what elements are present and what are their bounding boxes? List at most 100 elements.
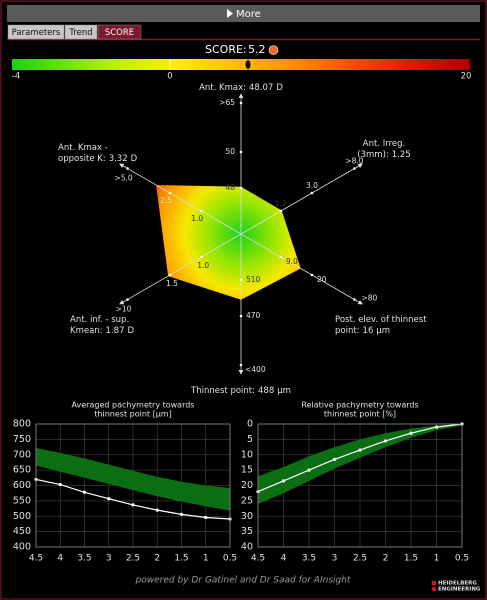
point (383, 439, 388, 443)
tab-bar: Parameters Trend SCORE (7, 24, 142, 40)
tab[interactable] (97, 24, 142, 40)
radar-axis-label: Post. elev. of thinnest (335, 315, 427, 325)
chart-title: Relative pachymetry towards (301, 401, 418, 410)
x-tick-label: 2 (383, 554, 389, 564)
x-tick-label: 1 (203, 554, 209, 564)
scale-tick-label: -4 (12, 72, 20, 82)
point (107, 497, 111, 501)
y-tick-label: 35 (241, 526, 253, 537)
point (358, 448, 362, 452)
radar-axis-title: Post. elev. of thinnest (335, 315, 427, 325)
logo-mark (432, 587, 436, 591)
point (131, 503, 135, 507)
tab-label[interactable]: Trend (68, 28, 92, 38)
x-tick-label: 2.5 (353, 554, 367, 564)
radar-tick-label: 48 (225, 183, 235, 192)
radar-tick (239, 363, 243, 367)
y-tick-label: 800 (13, 419, 31, 430)
menu-arrow (227, 9, 233, 18)
y-tick-label: 500 (13, 511, 31, 522)
radar-tick-label: 20 (317, 275, 327, 284)
radar-tick-label: 50 (225, 147, 235, 156)
radar-axis (240, 233, 363, 305)
score-scale (12, 59, 470, 70)
x-tick-label: 3 (332, 554, 338, 564)
radar-tick (239, 186, 243, 190)
radar-tick (239, 101, 243, 105)
tab[interactable] (64, 24, 98, 40)
tab[interactable] (7, 24, 65, 40)
radar-tick-label: >10 (116, 305, 132, 314)
y-tick-label: 5 (247, 434, 253, 445)
radar-axis-value: 3.32 (109, 154, 128, 164)
radar-axis-value: 16 (363, 326, 374, 336)
menu-bar[interactable] (7, 5, 480, 22)
point (179, 512, 184, 517)
radar-axis-title: Kmean: 1.87 D (70, 326, 134, 336)
x-tick-label: 0.5 (223, 554, 237, 564)
radar-tick (310, 191, 314, 195)
chart-title: thinnest point [μm] (94, 410, 171, 419)
y-tick-label: 25 (241, 495, 253, 506)
y-tick-label: 0 (247, 419, 253, 430)
radar-tick (239, 150, 243, 154)
radar-tick-label: >8.0 (345, 157, 363, 166)
radar-axis-value: 1.25 (392, 150, 411, 160)
x-tick-label: 3.5 (302, 554, 316, 564)
point (82, 490, 87, 494)
plot-frame (257, 423, 463, 548)
band (258, 424, 462, 504)
radar-axis-label: point: (335, 326, 360, 336)
x-tick-label: 2 (154, 554, 160, 564)
point (58, 482, 62, 487)
logo-text: HEIDELBERG (438, 581, 477, 587)
x-tick-label: 0.5 (455, 554, 469, 564)
radar-tick-label: 1.2 (275, 199, 287, 208)
menu-label[interactable]: More (236, 9, 261, 20)
chart-title: thinnest point [%] (324, 410, 396, 419)
y-tick-label: 10 (241, 449, 253, 460)
radar-tick-label: 9.0 (286, 257, 298, 266)
y-tick-label: 650 (13, 465, 31, 476)
x-tick-label: 2.5 (126, 554, 140, 564)
chart-title: Averaged pachymetry towards (72, 401, 195, 410)
tab-label[interactable]: SCORE (105, 28, 134, 38)
radar-axis-unit: D (131, 154, 138, 164)
point (204, 515, 208, 520)
score-label: SCORE: (205, 43, 247, 56)
radar-axis-unit: μm (277, 386, 291, 396)
scale-tick-label: 0 (167, 72, 172, 82)
radar-tick (279, 209, 283, 213)
score-value: 5.2 (248, 43, 266, 56)
point (155, 508, 159, 512)
scale-tick-label: 20 (461, 72, 472, 82)
logo-text: ENGINEERING (438, 587, 481, 593)
radar-tick-label: >5.0 (114, 174, 132, 183)
radar-axis-value: 1.87 (106, 326, 125, 336)
radar-tick-label: 3.0 (306, 181, 318, 190)
footer: powered by Dr Gatinel and Dr Saad for AI… (135, 576, 351, 586)
radar-axis-title: Ant. Kmax: 48.07 D (199, 83, 283, 93)
x-tick-label: 3 (106, 554, 112, 564)
radar-axis-label: (3mm): (357, 150, 388, 160)
x-tick-label: 3.5 (77, 554, 91, 564)
radar-axis-title: Thinnest point: 488 μm (190, 386, 291, 396)
radar-tick (168, 273, 172, 277)
radar-axis-unit: D (127, 326, 134, 336)
tab-label[interactable]: Parameters (12, 28, 61, 38)
x-tick-label: 1.5 (404, 554, 418, 564)
radar-axis-label: Ant. Irreg. (363, 139, 405, 149)
x-tick-label: 4 (57, 554, 63, 564)
y-tick-label: 600 (13, 480, 31, 491)
radar-axis-label: opposite K: (58, 154, 106, 164)
radar-axis-value: 488 (258, 386, 274, 396)
x-tick-label: 1.5 (174, 554, 188, 564)
radar-axis-title: Ant. inf. - sup. (70, 315, 129, 325)
radar-tick (199, 209, 203, 213)
y-tick-label: 750 (13, 434, 31, 445)
radar-tick (126, 298, 129, 301)
radar-tick (126, 167, 129, 170)
radar-tick-label: 1.0 (197, 261, 209, 270)
